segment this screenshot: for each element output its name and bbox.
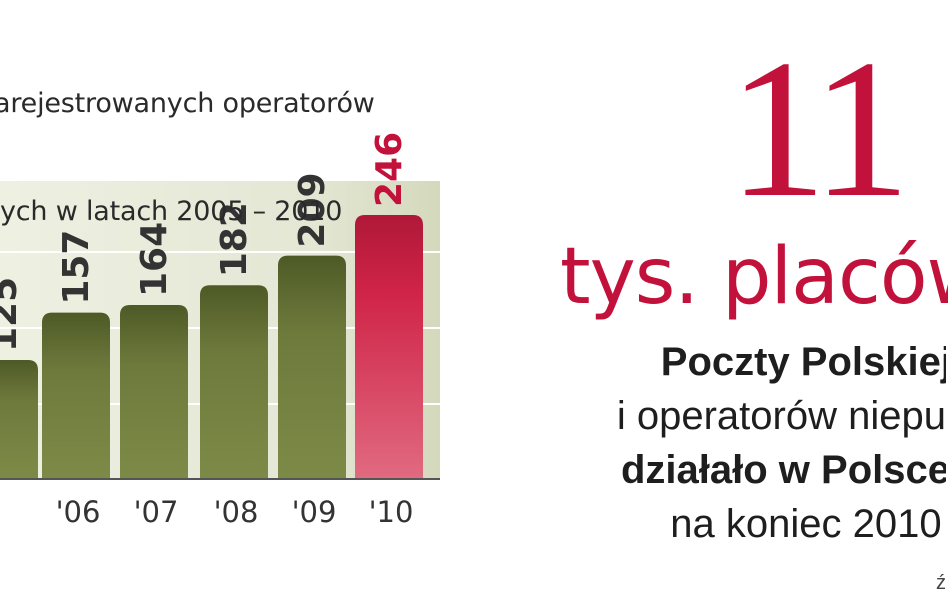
x-tick-label: '07 (134, 495, 179, 529)
chart-title: arejestrowanych operatorów ych w latach … (0, 14, 434, 266)
x-tick-label: '08 (214, 495, 259, 529)
bar-value-label: 164 (134, 222, 175, 297)
description-line-1: Poczty Polskiej (660, 340, 946, 384)
bar (200, 285, 268, 478)
source-note: ź (936, 572, 946, 594)
x-tick-label: '10 (369, 495, 414, 529)
description-line-3: działało w Polsce (620, 448, 946, 492)
bar-value-label: 125 (0, 277, 25, 352)
headline-unit: tys. placów (560, 232, 948, 322)
description: Poczty Polskiej i operatorów niepublic d… (466, 335, 946, 551)
bar (0, 360, 38, 478)
chart-title-line-1: arejestrowanych operatorów (0, 88, 375, 119)
bar-value-label: 157 (56, 230, 97, 305)
description-line-2: i operatorów niepublic (616, 394, 946, 438)
bar (278, 255, 346, 478)
description-line-4: na koniec 2010 r (670, 502, 946, 546)
x-tick-label: '09 (292, 495, 337, 529)
headline-number: 11 (728, 19, 911, 238)
bar-value-label: 246 (369, 132, 410, 207)
x-tick-label: '06 (56, 495, 101, 529)
bar-highlight (355, 215, 423, 478)
bar (120, 305, 188, 478)
bar-chart: 125 157 '06 164 '07 182 '08 209 '09 246 '10 (0, 132, 440, 529)
bar (42, 312, 110, 478)
bar-value-label: 209 (292, 172, 333, 247)
bar-value-label: 182 (214, 202, 255, 277)
chart-title-line-2: ych w latach 2005 – 2010 (0, 196, 343, 227)
